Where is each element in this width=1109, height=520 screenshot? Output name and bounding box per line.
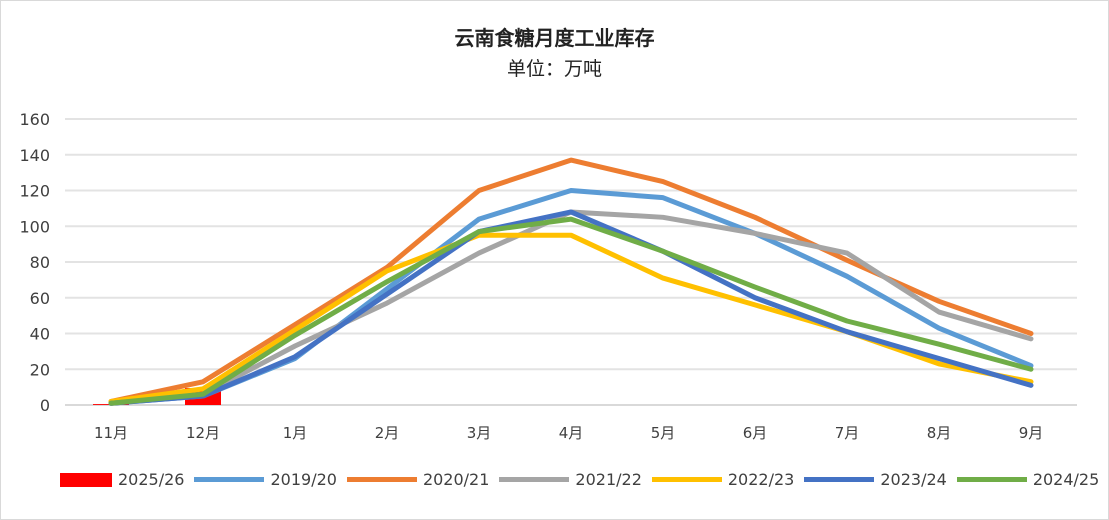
legend-swatch — [60, 472, 112, 487]
x-tick-label: 9月 — [1019, 424, 1044, 442]
legend-label: 2020/21 — [422, 470, 490, 489]
y-tick-label: 20 — [30, 360, 50, 379]
y-tick-label: 140 — [19, 146, 50, 165]
x-tick-label: 12月 — [186, 424, 220, 442]
legend-item: 2019/20 — [194, 470, 337, 489]
chart-title: 云南食糖月度工业库存 — [454, 26, 655, 50]
legend-swatch — [956, 477, 1027, 482]
x-tick-label: 8月 — [927, 424, 952, 442]
y-tick-label: 100 — [19, 217, 50, 236]
legend-swatch — [651, 477, 722, 482]
y-tick-label: 40 — [30, 325, 50, 344]
y-tick-label: 160 — [19, 110, 50, 129]
legend-item: 2020/21 — [346, 470, 490, 489]
x-tick-label: 5月 — [651, 424, 676, 442]
legend-label: 2022/23 — [727, 470, 795, 489]
legend-label: 2024/25 — [1032, 470, 1100, 489]
legend-label: 2025/26 — [118, 470, 185, 489]
series-line-2023-24 — [108, 209, 1034, 406]
legend-swatch — [804, 477, 875, 482]
x-tick-label: 7月 — [835, 424, 860, 442]
x-tick-label: 4月 — [559, 424, 584, 442]
y-tick-label: 120 — [19, 182, 50, 201]
legend-swatch — [499, 477, 570, 482]
legend-item: 2022/23 — [651, 470, 795, 489]
y-tick-label: 0 — [40, 396, 50, 415]
x-tick-label: 11月 — [94, 424, 128, 442]
legend-item: 2023/24 — [804, 470, 947, 489]
legend-swatch — [346, 477, 417, 482]
legend-item: 2025/26 — [60, 470, 184, 489]
chart-subtitle: 单位：万吨 — [506, 58, 602, 80]
legend-item: 2021/22 — [499, 470, 642, 489]
legend-label: 2019/20 — [270, 470, 337, 489]
x-tick-label: 1月 — [283, 424, 308, 442]
legend: 2025/26 2019/20 2020/21 2021/22 2022/23 2023/… — [60, 470, 1109, 489]
legend-label: 2023/24 — [880, 470, 947, 489]
x-tick-label: 6月 — [743, 424, 768, 442]
x-tick-label: 3月 — [467, 424, 492, 442]
x-tick-label: 2月 — [375, 424, 400, 442]
legend-swatch — [194, 477, 265, 482]
legend-label: 2021/22 — [575, 470, 642, 489]
series-line-2024-25 — [108, 216, 1034, 406]
y-tick-label: 80 — [30, 253, 50, 272]
legend-item: 2024/25 — [956, 470, 1100, 489]
y-tick-label: 60 — [30, 289, 50, 308]
